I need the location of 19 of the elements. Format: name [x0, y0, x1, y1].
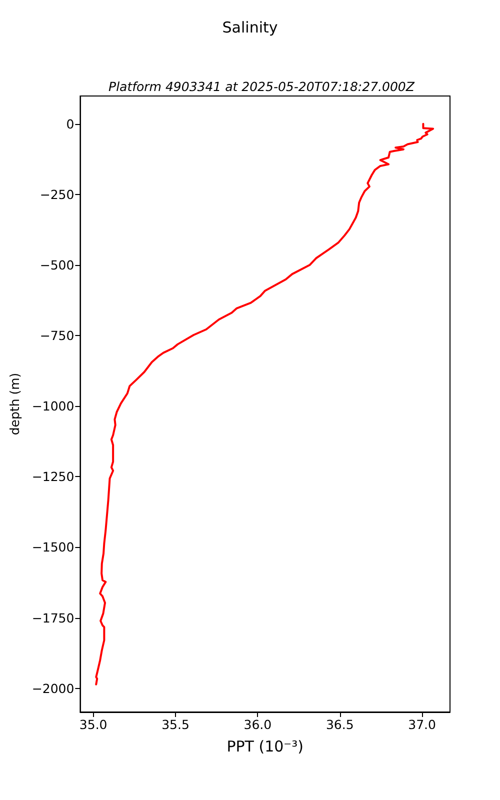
chart-title: Salinity: [222, 18, 278, 36]
y-tick-label: −500: [40, 258, 74, 273]
y-tick-label: −1250: [32, 469, 74, 484]
y-tick-label: −750: [40, 328, 74, 344]
x-tick-label: 36.0: [244, 717, 272, 732]
x-tick-label: 37.0: [408, 717, 436, 732]
x-axis-title: PPT (10⁻³): [226, 738, 304, 756]
line-series: [95, 122, 434, 686]
y-axis-title: depth (m): [7, 372, 22, 436]
y-tick-label: −1750: [32, 610, 74, 626]
y-tick-label: −2000: [32, 680, 74, 696]
x-tick-label: 36.5: [326, 717, 354, 732]
y-tick-label: 0: [66, 116, 74, 132]
chart-subtitle: Platform 4903341 at 2025-05-20T07:18:27.000Z: [108, 79, 415, 94]
y-tick-label: −1000: [32, 398, 74, 414]
y-tick-label: −1500: [32, 540, 74, 555]
x-tick-label: 35.5: [162, 717, 190, 732]
x-tick-label: 35.0: [79, 717, 108, 732]
y-tick-label: −250: [40, 186, 74, 202]
